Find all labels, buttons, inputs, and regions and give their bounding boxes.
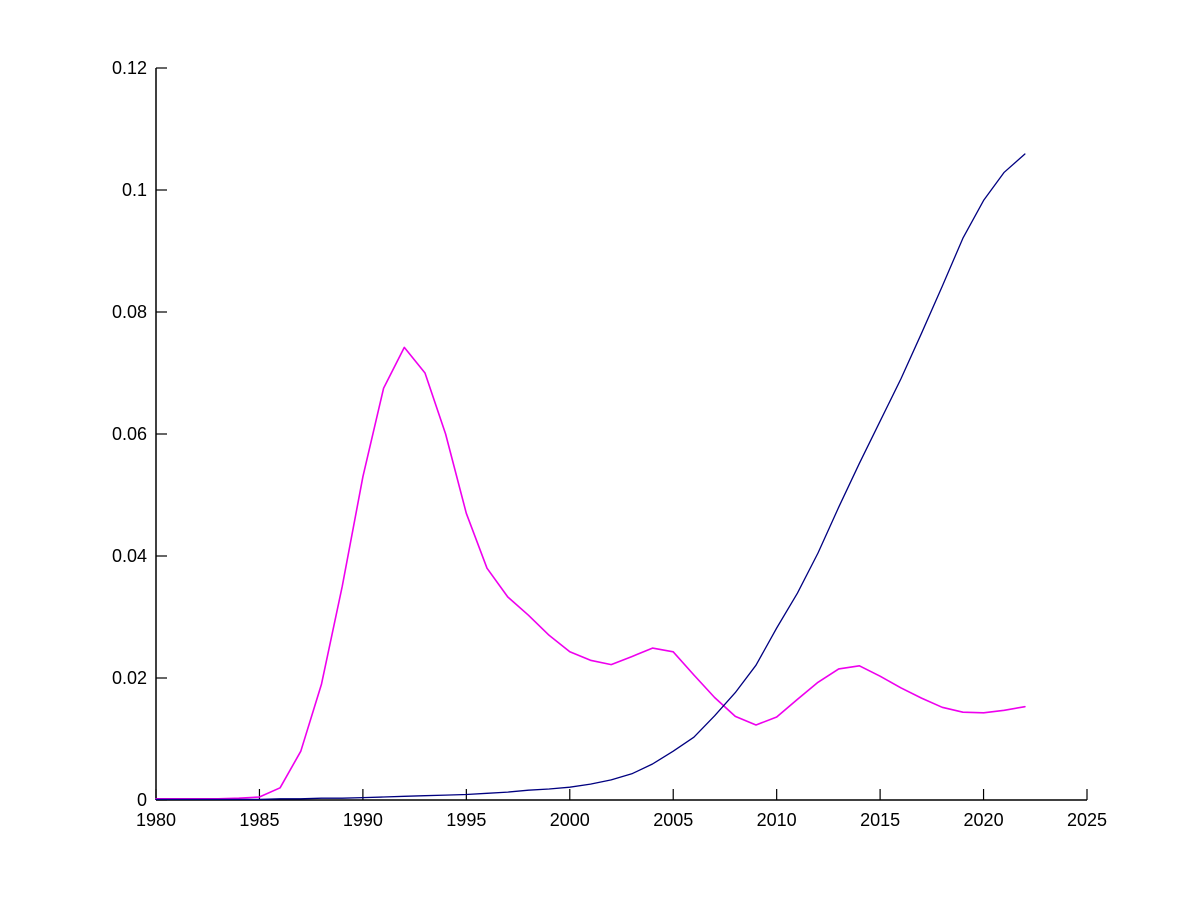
x-tick-label: 2025 xyxy=(1067,810,1107,830)
y-tick-label: 0.08 xyxy=(112,302,147,322)
x-tick-label: 2010 xyxy=(757,810,797,830)
y-tick-label: 0 xyxy=(137,790,147,810)
series-line-series2 xyxy=(155,153,1026,801)
y-tick-label: 0.1 xyxy=(122,180,147,200)
x-tick-label: 2015 xyxy=(860,810,900,830)
x-tick-label: 1980 xyxy=(136,810,176,830)
x-tick-label: 2020 xyxy=(964,810,1004,830)
x-tick-label: 1985 xyxy=(239,810,279,830)
x-tick-label: 1995 xyxy=(446,810,486,830)
x-tick-label: 1990 xyxy=(343,810,383,830)
y-tick-label: 0.06 xyxy=(112,424,147,444)
y-tick-label: 0.04 xyxy=(112,546,147,566)
x-tick-label: 2000 xyxy=(550,810,590,830)
y-tick-label: 0.02 xyxy=(112,668,147,688)
x-tick-label: 2005 xyxy=(653,810,693,830)
y-tick-label: 0.12 xyxy=(112,58,147,78)
series-line-series1 xyxy=(155,346,1026,800)
